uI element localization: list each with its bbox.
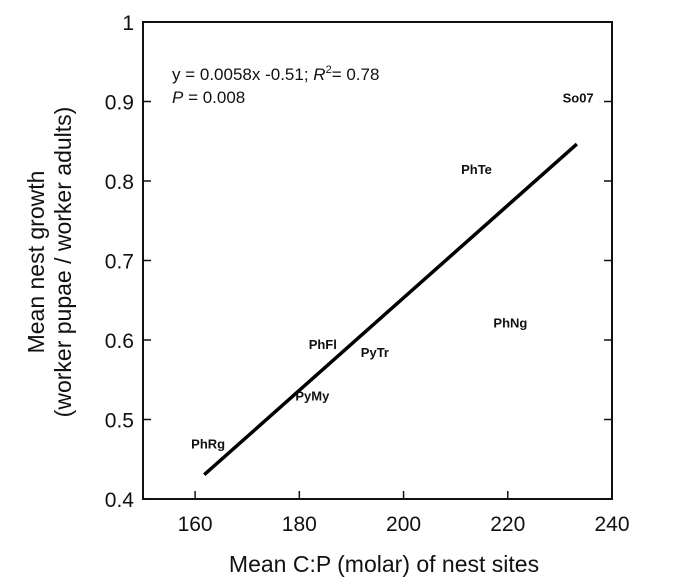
regression-equation: y = 0.0058x -0.51; R2= 0.78 [172, 64, 379, 84]
data-point-labels: PhRg PyMy PhFl PyTr PhNg PhTe So07 [191, 91, 594, 452]
data-point-label: PhTe [461, 162, 492, 177]
x-tick-label: 240 [594, 513, 629, 536]
x-tick-label: 200 [386, 513, 421, 536]
data-point-label: PhNg [493, 316, 527, 331]
data-point-label: PyTr [361, 345, 389, 360]
y-tick-label: 0.9 [105, 92, 134, 115]
y-axis-ticks: 0.4 0.5 0.6 0.7 0.8 0.9 1 [105, 12, 612, 512]
regression-line [203, 142, 578, 477]
y-tick-label: 0.5 [105, 410, 134, 433]
x-axis-ticks: 160 180 200 220 240 [178, 491, 630, 536]
x-tick-label: 180 [282, 513, 317, 536]
data-point-label: PhFl [309, 337, 337, 352]
y-axis-title-line1: Mean nest growth [23, 171, 49, 354]
y-tick-label: 0.4 [105, 489, 135, 512]
data-point-label: PhRg [191, 436, 225, 451]
y-axis-title-line2: (worker pupae / worker adults) [50, 107, 76, 418]
data-point-label: So07 [563, 91, 594, 106]
data-point-label: PyMy [295, 389, 330, 404]
y-tick-label: 0.7 [105, 251, 134, 274]
x-tick-label: 220 [490, 513, 525, 536]
p-value-annotation: P = 0.008 [172, 88, 245, 107]
y-tick-label: 1 [122, 12, 134, 35]
y-tick-label: 0.8 [105, 171, 134, 194]
x-axis-title: Mean C:P (molar) of nest sites [229, 551, 539, 577]
x-tick-label: 160 [178, 513, 213, 536]
y-tick-label: 0.6 [105, 330, 134, 353]
